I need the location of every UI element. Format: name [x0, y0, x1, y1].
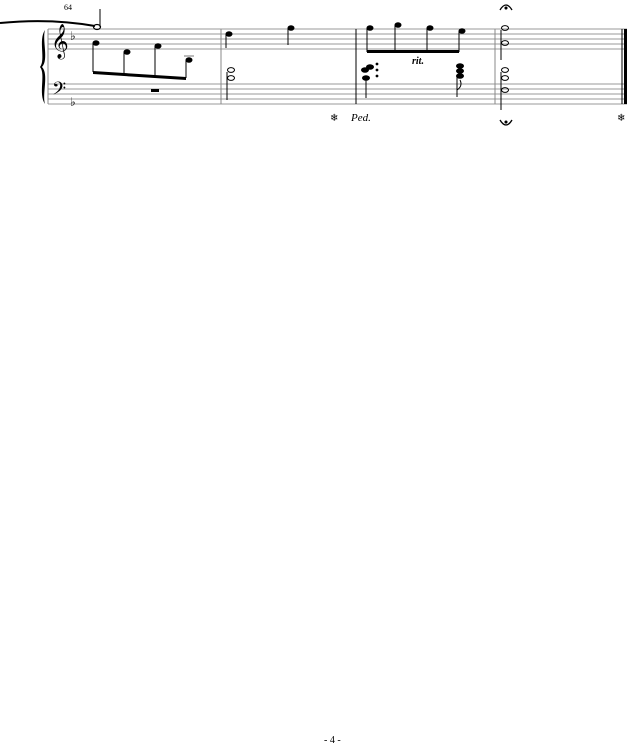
- pedal-marking: Ped.: [351, 112, 371, 124]
- flat-bass: ♭: [70, 95, 76, 109]
- pedal-release-icon: ❄: [330, 113, 339, 124]
- notes: [92, 9, 509, 110]
- page-number: - 4 -: [324, 735, 341, 746]
- music-system: 𝄞 𝄢 ♭ ♭: [0, 4, 627, 126]
- bass-clef: 𝄢: [52, 79, 66, 104]
- treble-staff: [48, 28, 627, 50]
- pedal-release-icon: ❄: [617, 113, 626, 124]
- brace: [40, 30, 46, 104]
- measure-number: 64: [64, 3, 72, 12]
- bass-staff: [48, 83, 627, 105]
- tempo-marking: rit.: [412, 56, 424, 67]
- flat-treble: ♭: [70, 29, 76, 43]
- treble-clef: 𝄞: [51, 24, 69, 60]
- barlines: [47, 29, 627, 104]
- fermata-icon: [499, 4, 513, 126]
- slur: [0, 20, 96, 27]
